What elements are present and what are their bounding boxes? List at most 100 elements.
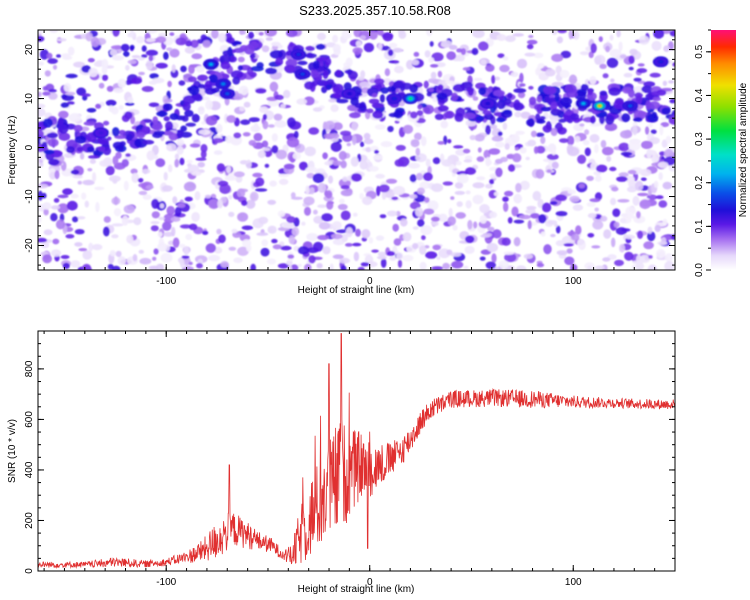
spectrogram-cell <box>595 164 608 173</box>
spectrogram-band-cell <box>257 41 263 49</box>
spectrogram-cell <box>248 31 255 40</box>
spectrogram-band-cell <box>570 113 580 121</box>
spectrogram-cell <box>494 141 505 148</box>
spectrogram-cell <box>335 229 348 234</box>
spectrogram-band-cell <box>152 132 163 139</box>
spectrogram-band-cell <box>635 94 643 105</box>
spectrogram-cell <box>615 227 628 235</box>
spectrogram-cell <box>637 230 644 239</box>
spectrogram-cell <box>545 68 556 77</box>
spectrogram-cell <box>513 219 525 224</box>
spectrogram-cell <box>271 41 281 47</box>
spectrogram-cell <box>540 231 546 237</box>
spectrogram-cell <box>609 166 617 172</box>
spectrogram-cell <box>127 32 132 38</box>
spectrogram-cell <box>392 185 406 196</box>
spectrogram-band-cell <box>366 108 374 114</box>
spectrogram-cell <box>400 218 408 227</box>
spectrogram-band-cell <box>467 86 474 96</box>
spectrogram-cell <box>653 30 665 39</box>
spectrogram-cell <box>56 54 62 58</box>
spectrogram-cell <box>142 194 152 200</box>
y-tick-label: 20 <box>24 44 35 56</box>
spectrogram-cell <box>510 71 519 78</box>
spectrogram-band-cell <box>73 124 83 132</box>
spectrogram-cell <box>472 30 485 39</box>
spectrogram-cell <box>338 150 347 161</box>
spectrogram-cell <box>440 120 449 129</box>
spectrogram-cell <box>577 154 587 164</box>
spectrogram-band-cell <box>184 109 194 117</box>
spectrogram-cell <box>146 30 158 34</box>
spectrogram-cell <box>73 61 86 68</box>
spectrogram-cell <box>456 201 463 208</box>
spectrogram-cell <box>492 229 502 239</box>
spectrogram-cell <box>523 253 534 259</box>
spectrogram-cell <box>345 57 353 67</box>
spectrogram-band-cell <box>354 102 365 109</box>
spectrogram-cell <box>639 254 651 263</box>
spectrogram-band-cell <box>669 99 675 104</box>
spectrogram-cell <box>332 239 345 246</box>
spectrogram-cell <box>402 232 412 242</box>
spectrogram-cell <box>294 130 299 139</box>
spectrogram-cell <box>623 72 633 78</box>
spectrogram-cell <box>339 198 345 204</box>
spectrogram-cell <box>240 119 251 125</box>
spectrogram-cell <box>153 248 159 255</box>
spectrogram-cell <box>216 163 225 172</box>
spectrogram-cell <box>106 85 114 92</box>
spectrogram-band-cell <box>423 80 429 89</box>
spectrogram-cell <box>125 102 135 106</box>
spectrogram-cell <box>174 153 180 160</box>
spectrogram-cell <box>152 155 159 159</box>
spectrogram-cells <box>38 30 675 270</box>
spectrogram-cell <box>61 53 71 58</box>
spectrogram-cell <box>169 48 180 58</box>
spectrogram-cell <box>296 98 308 105</box>
spectrogram-band-cell <box>371 102 385 109</box>
spectrogram-cell <box>591 245 601 249</box>
spectrogram-cell <box>332 160 343 166</box>
spectrogram-cell <box>109 175 121 182</box>
spectrogram-cell <box>38 108 46 117</box>
spectrogram-cell <box>208 254 221 262</box>
spectrogram-cell <box>584 147 591 157</box>
spectrogram-cell <box>202 230 209 235</box>
spectrogram-band-cell <box>265 67 278 75</box>
spectrogram-cell <box>38 30 44 34</box>
spectrogram-band-cell <box>58 124 69 134</box>
spectrogram-cell <box>350 156 359 167</box>
spectrogram-cell <box>217 199 224 209</box>
spectrogram-cell <box>606 155 612 162</box>
spectrogram-cell <box>352 212 358 217</box>
spectrogram-cell <box>217 180 229 187</box>
spectrogram-band-cell <box>76 146 84 152</box>
spectrogram-cell <box>628 55 635 64</box>
spectrogram-cell <box>533 146 539 154</box>
spectrogram-cell <box>112 30 120 37</box>
spectrogram-cell <box>301 221 306 226</box>
spectrogram-cell <box>379 214 387 219</box>
spectrogram-cell <box>242 239 252 248</box>
spectrogram-cell <box>214 246 223 254</box>
spectrogram-band-cell <box>513 102 524 111</box>
spectrogram-cell <box>101 65 108 75</box>
colorbar-tick-label: 0.0 <box>694 263 705 277</box>
spectrogram-cell <box>617 199 630 203</box>
spectrogram-cell <box>325 190 333 199</box>
spectrogram-cell <box>185 233 193 241</box>
spectrogram-cell <box>213 150 223 155</box>
spectrogram-cell <box>50 213 58 222</box>
spectrogram-cell <box>201 121 206 125</box>
spectrogram-hotspot <box>402 93 419 105</box>
spectrogram-band-cell <box>336 98 349 104</box>
spectrogram-cell <box>38 61 45 66</box>
spectrogram-cell <box>600 215 608 222</box>
spectrogram-cell <box>603 229 612 239</box>
spectrogram-cell <box>447 139 452 144</box>
spectrogram-cell <box>567 146 580 157</box>
spectrogram-cell <box>421 235 426 241</box>
spectrogram-cell <box>98 82 105 89</box>
spectrogram-cell <box>176 138 185 147</box>
